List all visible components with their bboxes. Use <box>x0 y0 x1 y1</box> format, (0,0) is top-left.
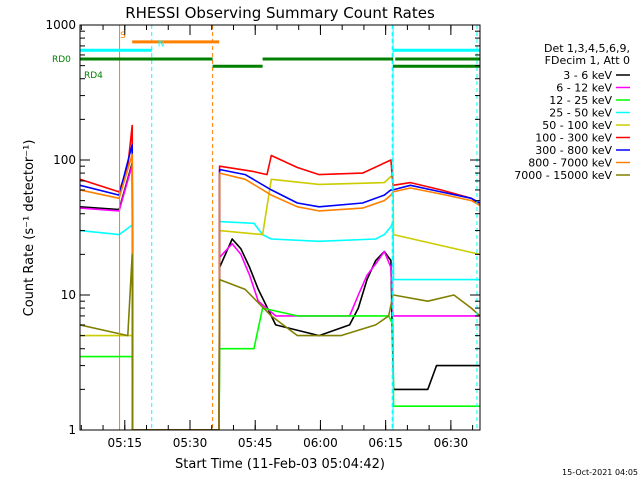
footer-timestamp: 15-Oct-2021 04:05 <box>562 468 638 477</box>
mode-bar-label: RD4 <box>84 71 103 81</box>
x-tick-label: 05:30 <box>173 436 208 450</box>
legend-entry-label: 6 - 12 keV <box>556 82 612 95</box>
series-line <box>80 253 480 430</box>
y-tick-label: 10 <box>61 288 76 302</box>
legend-entry-label: 7000 - 15000 keV <box>514 169 612 182</box>
series-layer <box>80 124 480 430</box>
mode-bar-label: RD0 <box>52 55 71 65</box>
legend-header: FDecim 1, Att 0 <box>545 54 630 67</box>
annotation-layer: S N RD4 <box>80 25 480 430</box>
legend-entry-label: 50 - 100 keV <box>542 119 612 132</box>
legend-entry-label: 12 - 25 keV <box>549 94 612 107</box>
chart-title: RHESSI Observing Summary Count Rates <box>125 4 435 22</box>
y-tick-label: 100 <box>53 153 76 167</box>
mode-bar-label: N <box>158 39 165 49</box>
legend-entry-label: 800 - 7000 keV <box>528 157 612 170</box>
x-tick-label: 05:15 <box>107 436 142 450</box>
plot-frame <box>79 24 481 431</box>
x-axis-label: Start Time (11-Feb-03 05:04:42) <box>175 457 385 472</box>
legend-entry-label: 3 - 6 keV <box>563 69 612 82</box>
legend-entry-label: 300 - 800 keV <box>535 144 612 157</box>
y-tick-label: 1000 <box>45 18 76 32</box>
legend-entry-label: 100 - 300 keV <box>535 132 612 145</box>
mode-bar-label: S <box>120 31 126 41</box>
y-axis-label: Count Rate (s⁻¹ detector⁻¹) <box>22 140 37 317</box>
series-line <box>80 162 480 430</box>
x-tick-label: 06:15 <box>368 436 403 450</box>
legend-header: Det 1,3,4,5,6,9, <box>544 42 630 55</box>
series-line <box>80 307 480 430</box>
y-tick-label: 1 <box>68 423 76 437</box>
legend-entry-label: 25 - 50 keV <box>549 107 612 120</box>
x-tick-label: 06:00 <box>303 436 338 450</box>
x-tick-label: 06:30 <box>434 436 469 450</box>
legend: Det 1,3,4,5,6,9,FDecim 1, Att 0 3 - 6 keV… <box>514 42 630 182</box>
x-tick-label: 05:45 <box>238 436 273 450</box>
axes: 1 10 100 1000 05:15 05:30 05:45 06:00 06:15 06:30… <box>45 18 480 450</box>
